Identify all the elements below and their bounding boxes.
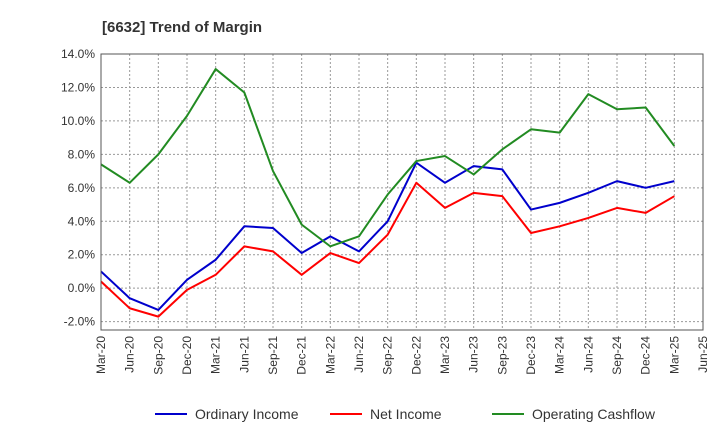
x-tick-label: Dec-23 bbox=[524, 336, 538, 375]
series-lines bbox=[100, 68, 676, 318]
y-tick-label: 10.0% bbox=[61, 114, 95, 128]
chart-title: [6632] Trend of Margin bbox=[102, 19, 262, 36]
x-tick-label: Mar-21 bbox=[209, 336, 223, 374]
y-axis-ticks: -2.0% 0.0% 2.0% 4.0% 6.0% 8.0% 10.0% 12.0% 14.0% bbox=[61, 47, 95, 329]
x-tick-label: Jun-22 bbox=[352, 336, 366, 373]
x-tick-label: Dec-20 bbox=[180, 336, 194, 375]
y-tick-label: -2.0% bbox=[64, 315, 96, 329]
x-tick-label: Jun-20 bbox=[123, 336, 137, 373]
y-tick-label: 0.0% bbox=[68, 281, 96, 295]
plot-frame bbox=[100, 53, 704, 331]
x-tick-label: Dec-24 bbox=[639, 336, 653, 375]
net-income-line bbox=[100, 181, 675, 318]
legend-label-ordinary-income: Ordinary Income bbox=[195, 406, 299, 422]
x-tick-label: Sep-21 bbox=[266, 336, 280, 375]
legend-label-net-income: Net Income bbox=[370, 406, 442, 422]
x-tick-label: Sep-24 bbox=[610, 336, 624, 375]
operating-cashflow-line bbox=[100, 68, 676, 248]
y-tick-label: 4.0% bbox=[68, 214, 96, 228]
x-tick-label: Mar-24 bbox=[553, 336, 567, 374]
x-axis-ticks: Mar-20 Jun-20 Sep-20 Dec-20 Mar-21 Jun-21 Sep-… bbox=[94, 336, 710, 375]
x-tick-label: Mar-23 bbox=[438, 336, 452, 374]
y-tick-label: 14.0% bbox=[61, 47, 95, 61]
y-tick-label: 6.0% bbox=[68, 181, 96, 195]
x-tick-label: Mar-20 bbox=[94, 336, 108, 374]
y-tick-label: 2.0% bbox=[68, 248, 96, 262]
y-tick-label: 12.0% bbox=[61, 80, 95, 94]
x-tick-label: Dec-21 bbox=[295, 336, 309, 375]
x-tick-label: Jun-23 bbox=[467, 336, 481, 373]
x-tick-label: Dec-22 bbox=[409, 336, 423, 375]
x-tick-label: Sep-20 bbox=[151, 336, 165, 375]
x-tick-label: Sep-22 bbox=[381, 336, 395, 375]
x-tick-label: Jun-24 bbox=[581, 336, 595, 373]
x-tick-label: Sep-23 bbox=[495, 336, 509, 375]
y-tick-label: 8.0% bbox=[68, 147, 96, 161]
ordinary-income-line bbox=[100, 161, 675, 311]
legend-label-operating-cashflow: Operating Cashflow bbox=[532, 406, 656, 422]
x-tick-label: Jun-21 bbox=[237, 336, 251, 373]
x-tick-label: Mar-22 bbox=[323, 336, 337, 374]
legend: Ordinary Income Net Income Operating Cashf… bbox=[155, 406, 656, 422]
x-tick-label: Jun-25 bbox=[696, 336, 710, 373]
x-tick-label: Mar-25 bbox=[667, 336, 681, 374]
